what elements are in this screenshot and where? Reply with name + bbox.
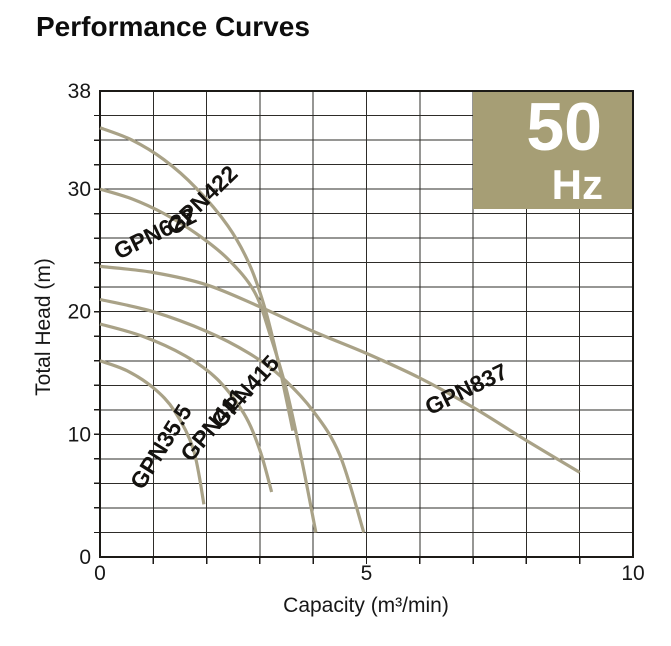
curve-GPN837 [99,264,581,474]
y-tick-label-0: 0 [79,546,91,569]
curve-GPN35.5 [99,359,206,505]
x-tick-label-10: 10 [621,562,644,585]
y-axis-label: Total Head (m) [32,258,55,396]
curve-GPN415 [99,297,366,533]
grid-lines [100,91,633,557]
curve-GPN411 [99,322,274,493]
y-tick-label-10: 10 [68,423,91,446]
frequency-value: 50 [526,89,602,165]
x-tick-label-0: 0 [94,562,106,585]
y-tick-label-38: 38 [68,80,91,103]
page-title: Performance Curves [36,11,310,42]
frequency-unit: Hz [551,161,603,208]
curve-GPN622 [99,187,318,533]
curve-label-GPN622: GPN622 [110,202,201,264]
y-tick-label-20: 20 [68,301,91,324]
y-tick-label-30: 30 [68,178,91,201]
curve-label-GPN837: GPN837 [421,358,512,420]
x-axis-label: Capacity (m³/min) [283,594,449,617]
axis-ticks [94,114,581,564]
x-tick-label-5: 5 [361,562,373,585]
frequency-badge: 50 Hz [473,89,632,209]
